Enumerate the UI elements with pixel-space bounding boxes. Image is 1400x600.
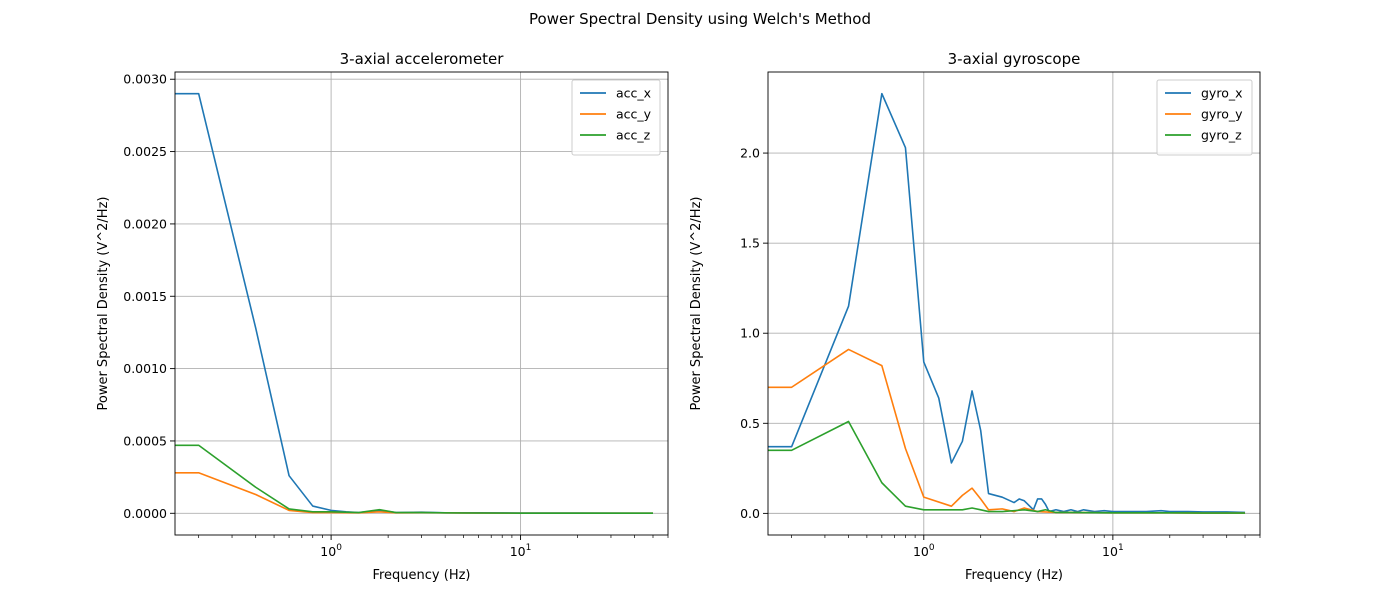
- x-tick-label: 100: [320, 543, 342, 559]
- y-tick-label: 0.0010: [123, 361, 167, 376]
- plot-title: 3-axial gyroscope: [948, 50, 1081, 68]
- x-axis-label: Frequency (Hz): [372, 568, 470, 583]
- legend-label-gyro_y: gyro_y: [1201, 107, 1243, 122]
- legend-label-acc_x: acc_x: [616, 86, 651, 101]
- y-tick-label: 0.0015: [123, 289, 167, 304]
- figure-title: Power Spectral Density using Welch's Met…: [529, 10, 871, 28]
- legend: gyro_x gyro_y gyro_z: [1156, 79, 1253, 156]
- x-tick-label: 101: [1102, 543, 1124, 559]
- x-tick-label: 100: [913, 543, 935, 559]
- y-tick-label: 2.0: [740, 146, 760, 161]
- y-tick-label: 1.0: [740, 326, 760, 341]
- series-line-acc_z: [175, 444, 653, 514]
- legend-box: [1156, 79, 1253, 156]
- accelerometer-plot: 100 101 0.0000 0.0005 0.0010 0.0015 0.0020 0.00…: [96, 50, 669, 583]
- legend-label-acc_z: acc_z: [616, 128, 651, 143]
- y-axis-label: Power Spectral Density (V^2/Hz): [689, 197, 704, 411]
- y-tick-label: 0.5: [740, 416, 760, 431]
- x-axis-label: Frequency (Hz): [965, 568, 1063, 583]
- series-line-gyro_z: [768, 420, 1246, 514]
- y-tick-label: 0.0000: [123, 506, 167, 521]
- y-tick-label: 0.0020: [123, 216, 167, 231]
- series-line-gyro_x: [768, 92, 1246, 514]
- legend: acc_x acc_y acc_z: [571, 79, 661, 156]
- legend-box: [571, 79, 661, 156]
- y-tick-label: 0.0030: [123, 72, 167, 87]
- x-tick-label: 101: [510, 543, 532, 559]
- plot-title: 3-axial accelerometer: [340, 50, 505, 68]
- y-tick-label: 1.5: [740, 236, 760, 251]
- series-line-gyro_y: [768, 348, 1246, 514]
- y-tick-label: 0.0: [740, 506, 760, 521]
- legend-label-gyro_x: gyro_x: [1201, 86, 1243, 101]
- y-tick-label: 0.0025: [123, 144, 167, 159]
- series-line-acc_y: [175, 471, 653, 514]
- series-line-acc_x: [175, 92, 654, 514]
- y-tick-label: 0.0005: [123, 433, 167, 448]
- y-axis-label: Power Spectral Density (V^2/Hz): [96, 197, 111, 411]
- gyroscope-plot: 100 101 0.0 0.5 1.0 1.5 2.0 3-axial gyroscope Fr…: [689, 50, 1261, 583]
- legend-label-gyro_z: gyro_z: [1201, 128, 1242, 143]
- legend-label-acc_y: acc_y: [616, 107, 652, 122]
